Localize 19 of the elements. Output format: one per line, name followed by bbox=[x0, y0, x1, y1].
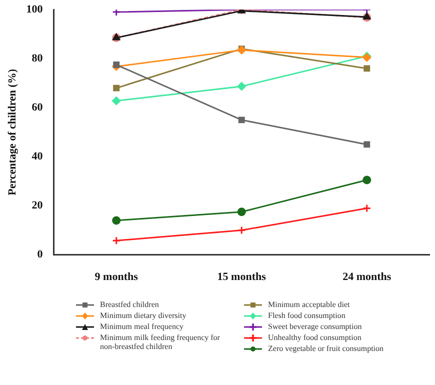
x-tick-label: 9 months bbox=[94, 271, 139, 284]
y-tick-label: 60 bbox=[32, 102, 44, 114]
y-tick-label: 0 bbox=[37, 248, 44, 261]
legend-label: Zero vegetable or fruit consumption bbox=[268, 344, 384, 353]
y-tick-label: 80 bbox=[32, 52, 44, 64]
y-tick-label: 40 bbox=[32, 150, 44, 163]
legend-label: Breastfed children bbox=[100, 300, 159, 309]
legend-label: Unhealthy food consumption bbox=[268, 333, 362, 342]
y-tick-label: 100 bbox=[26, 3, 44, 16]
legend-label: Flesh food consumption bbox=[268, 311, 346, 320]
legend-label: Minimum milk feeding frequency for non-breastfed children bbox=[100, 333, 221, 351]
legend-label: Minimum acceptable diet bbox=[268, 300, 350, 309]
y-axis-title: Percentage of children (%) bbox=[6, 68, 18, 196]
legend-label: Sweet beverage consumption bbox=[268, 322, 362, 331]
legend-label: Minimum dietary diversity bbox=[100, 311, 186, 320]
legend-label: Minimum meal frequency bbox=[100, 322, 184, 331]
x-tick-label: 24 months bbox=[342, 271, 392, 284]
y-tick-label: 20 bbox=[32, 200, 44, 212]
x-tick-label: 15 months bbox=[217, 271, 267, 284]
